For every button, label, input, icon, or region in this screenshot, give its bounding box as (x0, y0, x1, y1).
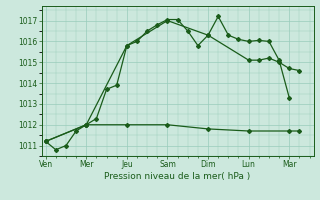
X-axis label: Pression niveau de la mer( hPa ): Pression niveau de la mer( hPa ) (104, 172, 251, 181)
